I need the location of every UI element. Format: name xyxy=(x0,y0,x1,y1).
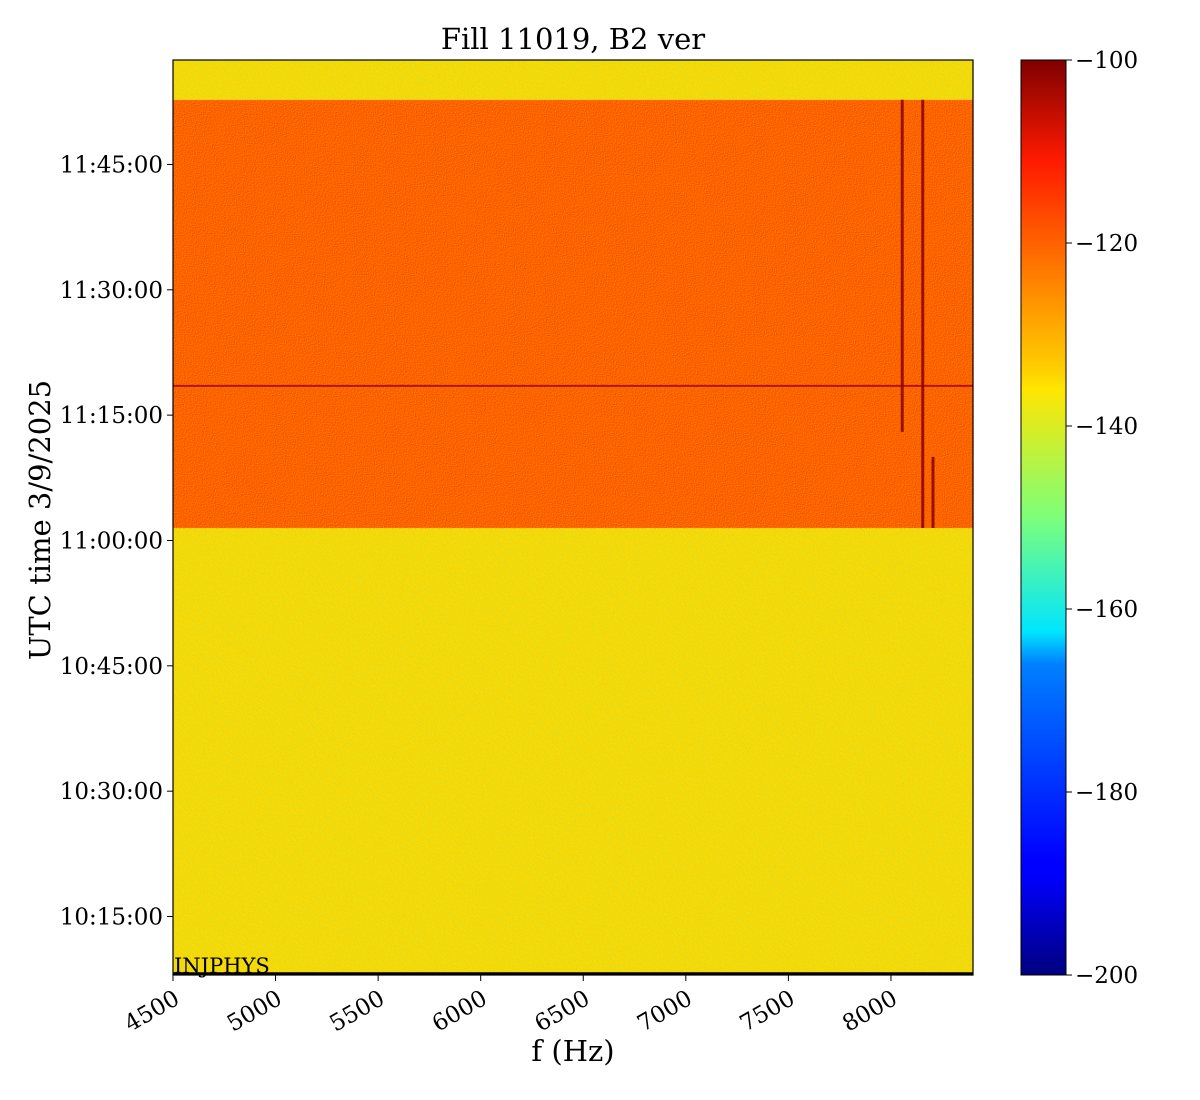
colorbar-tick-label-2: −120 xyxy=(1075,231,1138,257)
y-tick-label-2: 10:30:00 xyxy=(60,779,163,805)
y-tick-label-1: 10:15:00 xyxy=(60,905,163,931)
y-tick-label-7: 11:45:00 xyxy=(60,152,163,178)
y-tick-label-4: 11:00:00 xyxy=(60,528,163,554)
injphys-annotation: INJPHYS xyxy=(174,954,270,978)
colorbar-tick-label-1: −100 xyxy=(1075,48,1138,74)
plot-frame xyxy=(172,59,974,976)
colorbar xyxy=(1021,60,1066,975)
y-tick-label-5: 11:15:00 xyxy=(60,403,163,429)
x-tick-label-7: 7500 xyxy=(736,986,800,1038)
colorbar-tick-label-6: −200 xyxy=(1075,963,1138,989)
colorbar-tick-label-5: −180 xyxy=(1075,780,1138,806)
heatmap-noise-b-2 xyxy=(174,100,974,529)
x-tick-label-5: 6500 xyxy=(531,986,595,1038)
colorbar-tick-label-3: −140 xyxy=(1075,414,1138,440)
colorbar-frame xyxy=(1020,59,1067,976)
heatmap-noise-b-3 xyxy=(174,61,974,101)
x-tick-label-2: 5000 xyxy=(223,986,287,1038)
y-tick-label-3: 10:45:00 xyxy=(60,654,163,680)
heatmap-noise-b-1 xyxy=(174,528,974,976)
chart-title: Fill 11019, B2 ver xyxy=(440,22,706,56)
y-tick-label-6: 11:30:00 xyxy=(60,278,163,304)
x-tick-label-6: 7000 xyxy=(633,986,697,1038)
x-tick-label-1: 4500 xyxy=(120,986,184,1038)
x-tick-label-4: 6000 xyxy=(428,986,492,1038)
x-axis-label: f (Hz) xyxy=(531,1034,615,1068)
x-tick-label-8: 8000 xyxy=(838,986,902,1038)
colorbar-tick-label-4: −160 xyxy=(1075,597,1138,623)
x-tick-label-3: 5500 xyxy=(325,986,389,1038)
